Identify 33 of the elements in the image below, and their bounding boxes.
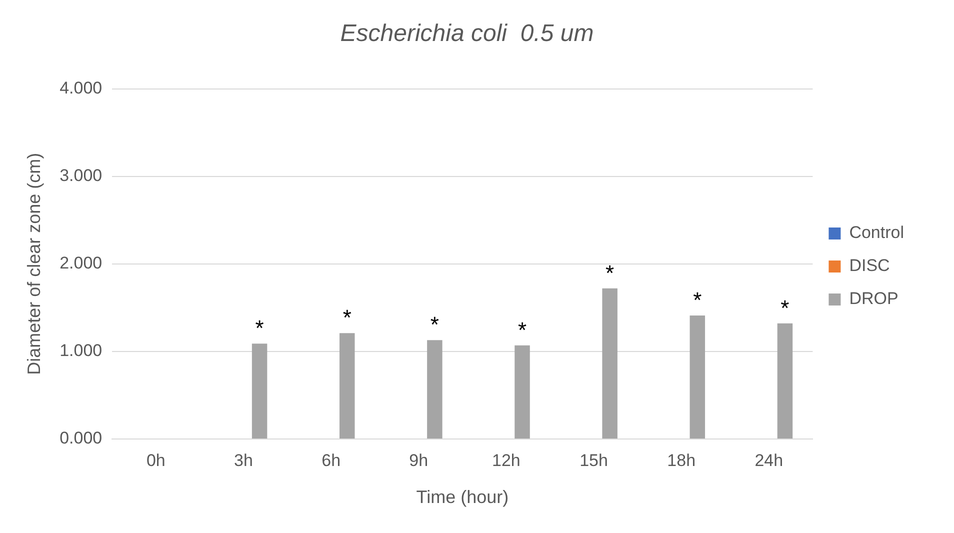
x-tick-label: 12h — [492, 450, 520, 470]
data-label: * — [342, 305, 352, 330]
x-tick-label: 9h — [409, 450, 428, 470]
bar — [602, 288, 618, 438]
data-label: * — [255, 316, 264, 341]
data-label: * — [518, 317, 527, 342]
bar — [777, 323, 793, 438]
y-tick-label: 4.000 — [60, 78, 102, 98]
x-tick-label: 3h — [234, 450, 253, 470]
y-tick-label: 2.000 — [60, 254, 102, 273]
x-tick-label: 18h — [667, 450, 696, 470]
y-tick-label: 1.000 — [60, 341, 102, 360]
bar — [690, 316, 706, 438]
data-label: * — [430, 312, 440, 338]
bar — [514, 345, 530, 438]
bar — [339, 333, 355, 438]
x-tick-label: 15h — [580, 450, 608, 470]
legend-label: DISC — [849, 256, 890, 276]
x-tick-label: 0h — [146, 450, 166, 470]
bar — [252, 344, 268, 438]
legend-label: DROP — [849, 289, 898, 308]
y-tick-label: 0.000 — [60, 428, 102, 448]
x-tick-label: 6h — [322, 450, 341, 470]
legend-label: Control — [849, 223, 904, 242]
chart-title: Escherichia coli 0.5 um — [340, 20, 594, 48]
data-label: * — [693, 288, 702, 313]
bar — [427, 340, 442, 438]
data-label: * — [606, 260, 615, 286]
data-label: * — [780, 295, 790, 320]
y-tick-label: 3.000 — [60, 166, 102, 186]
y-axis-title: Diameter of clear zone (cm) — [24, 152, 44, 375]
x-tick-label: 24h — [754, 450, 784, 470]
x-axis-title: Time (hour) — [416, 487, 509, 508]
